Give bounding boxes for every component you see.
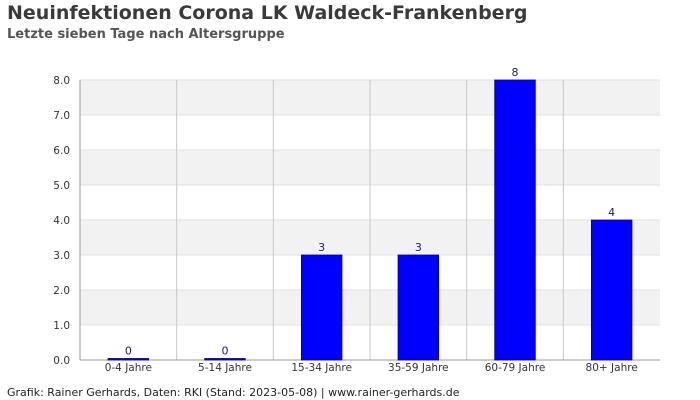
y-tick-label: 3.0 xyxy=(53,250,70,262)
chart-subtitle: Letzte sieben Tage nach Altersgruppe xyxy=(7,27,285,42)
bar-data-label: 3 xyxy=(415,241,422,254)
y-tick-label: 8.0 xyxy=(53,75,70,87)
y-tick-label: 5.0 xyxy=(53,180,70,192)
x-category-label: 15-34 Jahre xyxy=(291,362,352,374)
x-category-label: 60-79 Jahre xyxy=(485,362,546,374)
bar xyxy=(300,254,343,361)
x-category-label: 0-4 Jahre xyxy=(105,362,152,374)
bar xyxy=(494,79,536,361)
x-category-label: 35-59 Jahre xyxy=(388,362,449,374)
y-tick-label: 1.0 xyxy=(53,320,70,332)
x-category-label: 80+ Jahre xyxy=(586,362,638,374)
bar xyxy=(590,219,633,361)
y-tick-label: 0.0 xyxy=(53,355,70,367)
y-tick-label: 2.0 xyxy=(53,285,70,297)
bar xyxy=(107,358,150,361)
bar-data-label: 8 xyxy=(512,66,519,79)
chart-title: Neuinfektionen Corona LK Waldeck-Franken… xyxy=(7,2,528,24)
bar xyxy=(397,254,440,361)
source-footer: Grafik: Rainer Gerhards, Daten: RKI (Sta… xyxy=(7,386,460,399)
y-tick-label: 6.0 xyxy=(53,145,70,157)
bar-data-label: 3 xyxy=(318,241,325,254)
x-category-label: 5-14 Jahre xyxy=(198,362,252,374)
y-tick-label: 4.0 xyxy=(53,215,70,227)
bar-data-label: 0 xyxy=(222,345,229,358)
bar xyxy=(204,358,246,361)
bar-data-label: 0 xyxy=(125,345,132,358)
bar-data-label: 4 xyxy=(608,206,615,219)
y-tick-label: 7.0 xyxy=(53,110,70,122)
